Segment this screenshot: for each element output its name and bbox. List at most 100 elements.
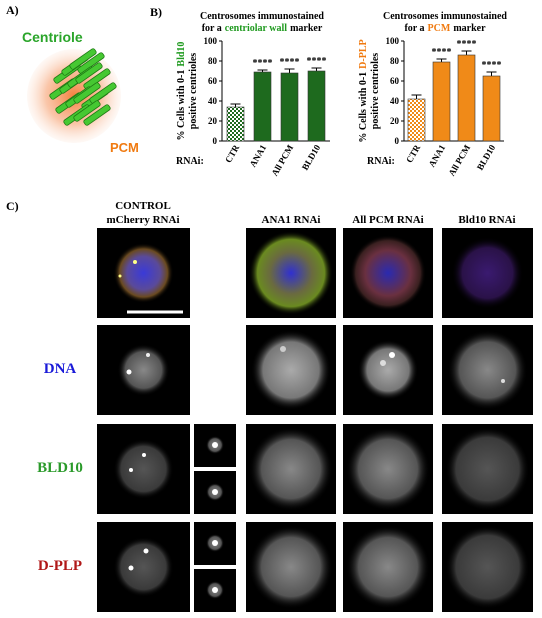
- cell: [249, 231, 333, 315]
- bar: [253, 71, 272, 142]
- column-header: CONTROL: [115, 200, 171, 212]
- significance: ****: [253, 58, 273, 69]
- focus: [129, 468, 133, 472]
- x-tick-label: ANA1: [248, 143, 269, 169]
- bar: [226, 106, 245, 142]
- y-tick-label: 40: [208, 96, 218, 106]
- x-axis-label: RNAi:: [367, 156, 395, 167]
- y-tick-label: 0: [213, 136, 218, 146]
- significance: ****: [457, 39, 477, 50]
- bar: [457, 54, 476, 142]
- title-part: Centrosomes immunostained: [200, 11, 324, 22]
- centriole-cylinder: [73, 82, 101, 104]
- focus: [389, 352, 395, 358]
- chart-title: for a centriolar wall marker: [202, 23, 323, 34]
- y-tick-label: 20: [208, 116, 218, 126]
- focus: [126, 369, 132, 375]
- x-tick-label: ANA1: [427, 143, 448, 169]
- bar: [482, 75, 501, 142]
- centriole-illustration: [49, 48, 117, 126]
- cell: [249, 427, 333, 511]
- cell: [451, 237, 524, 309]
- column-header: ANA1 RNAi: [262, 214, 321, 226]
- y-tick-label: 0: [395, 136, 400, 146]
- cell: [113, 243, 174, 303]
- cell: [346, 525, 430, 609]
- panel-label: C): [6, 199, 19, 213]
- y-axis-label: positive centrioles: [188, 53, 199, 129]
- y-tick-label: 80: [208, 56, 218, 66]
- x-tick-label: CTR: [223, 143, 241, 165]
- cell: [117, 344, 170, 396]
- centriole-cylinder: [77, 52, 105, 74]
- x-tick-label: BLD10: [300, 143, 323, 172]
- bar: [407, 98, 426, 142]
- cell: [346, 427, 430, 511]
- panel-label: B): [150, 5, 162, 19]
- cell: [358, 340, 418, 400]
- y-label-part: D-PLP: [358, 39, 369, 68]
- inset-focus: [212, 442, 218, 448]
- y-tick-label: 100: [386, 36, 400, 46]
- cell: [113, 439, 174, 499]
- cell: [445, 525, 530, 609]
- row-label: BLD10: [37, 460, 83, 476]
- y-label-part: % Cells with 0-1: [358, 72, 369, 143]
- chart-title: for a PCM marker: [404, 23, 486, 34]
- significance: ****: [432, 47, 452, 58]
- title-part: for a: [404, 23, 424, 34]
- y-tick-label: 60: [390, 76, 400, 86]
- significance: ****: [482, 60, 502, 71]
- x-axis-label: RNAi:: [176, 156, 204, 167]
- x-tick-label: CTR: [404, 143, 422, 165]
- title-part: for a: [202, 23, 222, 34]
- centriole-cylinder: [89, 82, 117, 104]
- focus: [501, 379, 505, 383]
- y-axis-label: % Cells with 0-1 Bld10: [176, 42, 187, 141]
- cell: [350, 235, 426, 311]
- inset-focus: [212, 540, 218, 546]
- cell: [113, 537, 174, 597]
- pcm-label: PCM: [110, 140, 139, 155]
- column-header: Bld10 RNAi: [458, 214, 515, 226]
- significance: ****: [307, 56, 327, 67]
- centriole-cylinder: [69, 48, 97, 70]
- y-tick-label: 20: [390, 116, 400, 126]
- title-part: centriolar wall: [225, 23, 288, 34]
- bar: [280, 72, 299, 142]
- focus: [380, 360, 386, 366]
- chart-title: Centrosomes immunostained: [383, 11, 507, 22]
- focus: [133, 260, 137, 264]
- title-part: Centrosomes immunostained: [383, 11, 507, 22]
- cell: [249, 525, 333, 609]
- column-header: mCherry RNAi: [106, 214, 179, 226]
- centriole-cylinder: [73, 100, 101, 122]
- cell: [251, 330, 331, 410]
- x-tick-label: All PCM: [446, 143, 472, 178]
- centriole-cylinder: [83, 104, 111, 126]
- chart-title: Centrosomes immunostained: [200, 11, 324, 22]
- significance: ****: [280, 57, 300, 68]
- y-axis-label: % Cells with 0-1 D-PLP: [358, 39, 369, 142]
- focus: [118, 274, 122, 278]
- focus: [143, 548, 149, 554]
- row-label: D-PLP: [38, 558, 82, 574]
- x-tick-label: BLD10: [475, 143, 498, 172]
- y-label-part: positive centrioles: [188, 53, 199, 129]
- row-label: DNA: [44, 361, 77, 377]
- y-tick-label: 60: [208, 76, 218, 86]
- x-tick-label: All PCM: [269, 143, 295, 178]
- y-tick-label: 100: [204, 36, 218, 46]
- centriole-cylinder: [75, 62, 103, 84]
- focus: [146, 353, 150, 357]
- y-tick-label: 40: [390, 96, 400, 106]
- bar: [307, 70, 326, 142]
- y-tick-label: 80: [390, 56, 400, 66]
- panel-label: A): [6, 3, 19, 17]
- title-part: marker: [453, 23, 486, 34]
- focus: [142, 453, 146, 457]
- y-label-part: % Cells with 0-1: [176, 70, 187, 141]
- cell: [445, 427, 530, 511]
- y-axis-label: positive centrioles: [370, 53, 381, 129]
